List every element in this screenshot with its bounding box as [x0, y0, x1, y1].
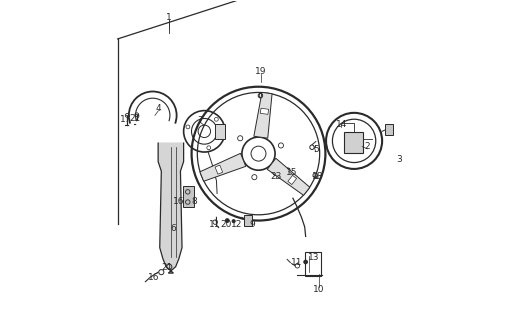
Text: 3: 3 [396, 155, 402, 164]
Text: 5: 5 [313, 145, 318, 154]
Circle shape [225, 219, 229, 222]
Text: 15: 15 [286, 168, 298, 177]
Polygon shape [200, 153, 246, 181]
Text: 7: 7 [197, 116, 203, 125]
FancyBboxPatch shape [183, 187, 193, 207]
Text: 20: 20 [220, 220, 232, 229]
Text: 13: 13 [308, 253, 319, 262]
Text: 22: 22 [129, 114, 141, 123]
Text: 18: 18 [312, 172, 323, 181]
Polygon shape [267, 158, 310, 195]
FancyBboxPatch shape [344, 132, 363, 153]
Text: 23: 23 [270, 172, 282, 181]
Text: 10: 10 [313, 284, 325, 293]
Circle shape [232, 220, 235, 223]
FancyBboxPatch shape [288, 175, 297, 185]
Polygon shape [254, 92, 272, 138]
Text: 6: 6 [170, 224, 176, 233]
FancyBboxPatch shape [385, 124, 393, 135]
Text: 8: 8 [191, 197, 197, 206]
Text: 9: 9 [249, 220, 255, 229]
Text: 11: 11 [291, 258, 302, 267]
Text: 2: 2 [364, 142, 370, 151]
Text: 16: 16 [148, 273, 160, 282]
Circle shape [304, 260, 308, 264]
Text: 4: 4 [156, 104, 161, 113]
Text: 21: 21 [161, 263, 173, 272]
FancyBboxPatch shape [215, 124, 225, 139]
Text: 11: 11 [209, 220, 220, 229]
FancyBboxPatch shape [215, 165, 223, 174]
Text: 17: 17 [119, 115, 131, 124]
Text: 19: 19 [255, 67, 267, 76]
Text: 1: 1 [166, 13, 172, 22]
Text: 16: 16 [173, 197, 184, 206]
FancyBboxPatch shape [261, 108, 269, 114]
Text: 12: 12 [231, 220, 242, 229]
FancyBboxPatch shape [244, 215, 252, 226]
Polygon shape [158, 142, 184, 273]
Text: 14: 14 [336, 120, 347, 129]
